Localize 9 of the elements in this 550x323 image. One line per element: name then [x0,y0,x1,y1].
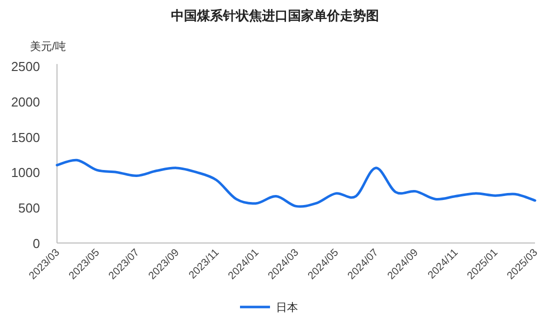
y-tick-label: 2000 [11,94,40,110]
legend-label: 日本 [276,301,298,314]
y-tick-label: 1500 [11,130,40,145]
y-tick-label: 1000 [11,165,40,180]
y-tick-label: 2500 [11,59,40,74]
chart-title: 中国煤系针状焦进口国家单价走势图 [171,8,379,23]
y-tick-label: 500 [18,200,40,216]
y-axis-title: 美元/吨 [30,40,66,53]
y-tick-label: 0 [32,236,40,251]
